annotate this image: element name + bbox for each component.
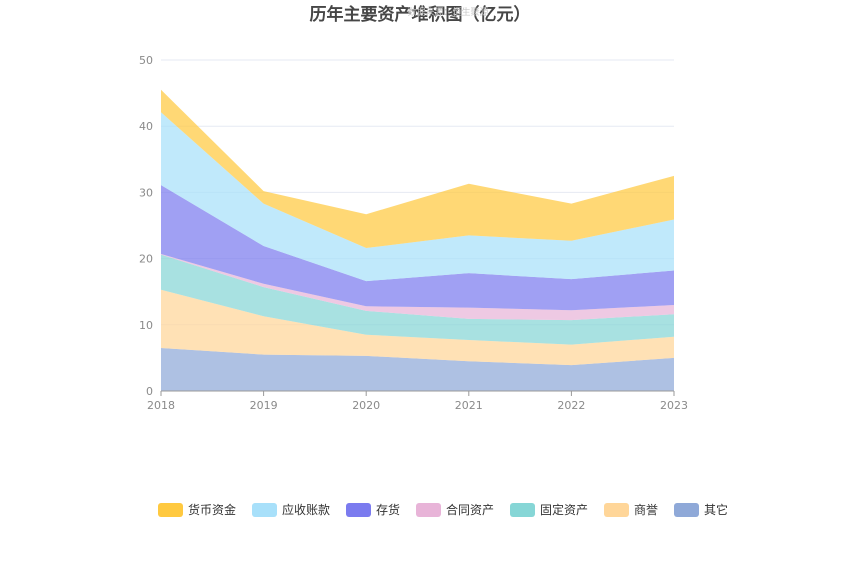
legend-item-货币资金[interactable]: 货币资金 xyxy=(158,502,236,517)
y-tick-label: 10 xyxy=(139,319,153,332)
area-固定资产[interactable] xyxy=(161,254,674,345)
area-series xyxy=(161,89,674,391)
legend-label: 商誉 xyxy=(634,502,658,517)
legend-swatch xyxy=(346,503,371,517)
legend-swatch xyxy=(604,503,629,517)
legend-item-应收账款[interactable]: 应收账款 xyxy=(252,502,330,517)
legend-label: 存货 xyxy=(376,502,400,517)
area-应收账款[interactable] xyxy=(161,112,674,282)
y-tick-label: 30 xyxy=(139,186,153,199)
axes: 0 10 20 30 40 50 2018 2019 2020 2021 2022 2023 xyxy=(139,54,688,412)
y-tick-label: 20 xyxy=(139,253,153,266)
area-商誉[interactable] xyxy=(161,289,674,366)
x-tick-label: 2019 xyxy=(250,399,278,412)
x-tick-label: 2023 xyxy=(660,399,688,412)
legend-label: 其它 xyxy=(704,502,728,517)
watermark: 数据来源：恒生聚源 xyxy=(407,6,488,18)
x-tick-label: 2021 xyxy=(455,399,483,412)
legend-item-固定资产[interactable]: 固定资产 xyxy=(510,502,588,517)
legend-swatch xyxy=(674,503,699,517)
chart-title: 历年主要资产堆积图（亿元） xyxy=(310,4,531,25)
y-tick-label: 50 xyxy=(139,54,153,67)
x-tick-label: 2020 xyxy=(352,399,380,412)
y-tick-label: 0 xyxy=(146,385,153,398)
legend-swatch xyxy=(510,503,535,517)
legend-label: 合同资产 xyxy=(446,502,494,517)
legend-label: 固定资产 xyxy=(540,502,588,517)
area-货币资金[interactable] xyxy=(161,89,674,249)
legend[interactable]: 货币资金 应收账款 存货 合同资产 固定资产 商誉 其它 xyxy=(158,502,728,517)
area-存货[interactable] xyxy=(161,185,674,311)
legend-label: 货币资金 xyxy=(188,502,236,517)
legend-item-其它[interactable]: 其它 xyxy=(674,502,728,517)
area-其它[interactable] xyxy=(161,347,674,391)
legend-label: 应收账款 xyxy=(282,502,330,517)
legend-swatch xyxy=(416,503,441,517)
area-合同资产[interactable] xyxy=(161,253,674,321)
x-tick-label: 2018 xyxy=(147,399,175,412)
legend-swatch xyxy=(252,503,277,517)
y-tick-label: 40 xyxy=(139,120,153,133)
x-tick-label: 2022 xyxy=(557,399,585,412)
legend-item-合同资产[interactable]: 合同资产 xyxy=(416,502,494,517)
legend-item-存货[interactable]: 存货 xyxy=(346,502,400,517)
legend-swatch xyxy=(158,503,183,517)
legend-item-商誉[interactable]: 商誉 xyxy=(604,502,658,517)
